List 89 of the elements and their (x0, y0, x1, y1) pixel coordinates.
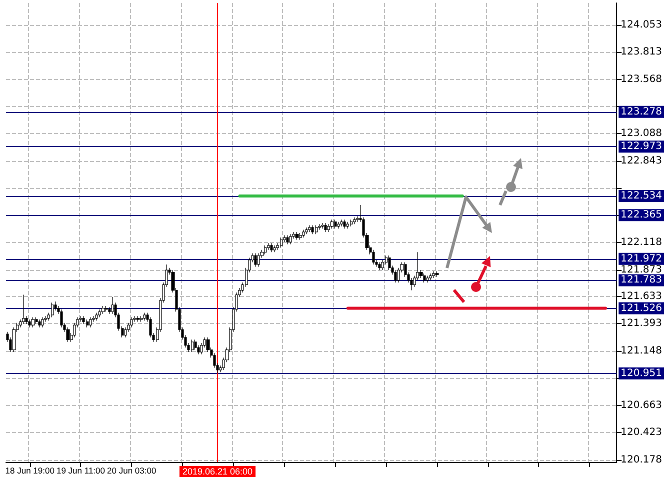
candlestick (299, 232, 302, 240)
y-tick-label: 120.423 (620, 426, 662, 438)
ref-line-label: 123.278 (620, 106, 662, 118)
candlestick (435, 270, 439, 278)
y-tick-label: 122.118 (620, 236, 662, 248)
candlestick (28, 319, 31, 328)
candlestick (82, 316, 85, 324)
candlestick (295, 232, 299, 240)
candlestick (66, 327, 70, 342)
candlestick (124, 327, 127, 338)
y-tick-label: 123.568 (620, 74, 662, 86)
candlestick (12, 327, 16, 352)
y-tick-label: 121.148 (620, 346, 662, 357)
candlestick (51, 302, 54, 318)
candlestick (149, 316, 152, 338)
candlestick (350, 219, 353, 227)
y-tick-label: 123.813 (620, 46, 662, 58)
candlestick (130, 316, 133, 328)
candlestick (388, 255, 391, 270)
candlestick (302, 229, 305, 238)
ref-line-label: 121.526 (620, 302, 662, 314)
y-tick-label: 121.393 (620, 318, 662, 330)
candlestick (31, 316, 35, 328)
candlestick (305, 227, 308, 234)
candlestick (60, 309, 63, 328)
candlestick (194, 339, 197, 350)
candlestick (22, 294, 25, 324)
candlestick (38, 319, 41, 328)
candlestick (136, 316, 140, 322)
y-tick-label: 124.053 (620, 20, 662, 31)
candlestick (41, 316, 44, 328)
candlestick (372, 250, 375, 265)
ref-line-label: 121.783 (620, 274, 662, 286)
candlestick (321, 222, 324, 229)
x-tick-label: 19 Jun 11:00 (56, 466, 106, 476)
candlestick (257, 252, 260, 268)
candlestick (315, 224, 318, 234)
y-tick-label: 120.663 (620, 400, 662, 412)
candlestick (101, 306, 105, 314)
y-tick-label: 122.843 (620, 155, 662, 166)
candlestick (111, 296, 114, 314)
ref-line-label: 122.534 (620, 190, 662, 202)
candlestick (105, 306, 108, 312)
candlestick (89, 316, 92, 328)
candlestick (264, 245, 267, 255)
candlestick (429, 273, 432, 280)
x-tick-label: 20 Jun 03:00 (107, 466, 156, 476)
candlestick (254, 252, 257, 268)
ref-line-label: 121.972 (620, 253, 662, 264)
y-tick-label: 123.088 (620, 128, 662, 139)
candlestick (143, 312, 146, 321)
candlestick (343, 219, 346, 229)
x-tick-label: 18 Jun 19:00 (5, 466, 55, 476)
candlestick (308, 224, 311, 232)
candlestick (426, 275, 429, 283)
candlestick (378, 262, 381, 270)
candlestick (95, 312, 98, 321)
candlestick (289, 234, 292, 245)
candlestick (273, 245, 276, 252)
candlestick (394, 270, 397, 283)
candlestick (35, 316, 38, 324)
ref-line-label: 122.365 (620, 210, 662, 221)
candlestick (432, 270, 435, 278)
candlestick (191, 339, 194, 352)
candlestick (280, 237, 283, 248)
candlestick (340, 219, 343, 227)
candlestick (334, 219, 337, 229)
y-tick-label: 121.873 (620, 264, 662, 276)
candlestick (353, 217, 356, 224)
candlestick (98, 309, 101, 318)
candlestick (346, 222, 349, 229)
candlestick (270, 242, 273, 252)
candlestick (337, 222, 340, 229)
x-tick-label: 2019.06.21 06:00 (182, 466, 253, 476)
candlestick (267, 242, 270, 250)
candlestick (330, 219, 334, 229)
y-tick-label: 121.633 (620, 291, 662, 302)
candlestick (86, 319, 89, 328)
candlestick (381, 260, 384, 270)
candlestick (423, 273, 426, 283)
candlestick (327, 224, 330, 232)
candlestick (140, 316, 143, 322)
candlestick (324, 222, 327, 232)
ref-line-label: 122.973 (620, 141, 662, 152)
y-tick-label: 120.178 (620, 454, 662, 466)
ref-line-label: 120.951 (620, 368, 662, 379)
candlestick (318, 224, 321, 230)
candlestick (286, 235, 289, 245)
candlestick (311, 224, 314, 234)
